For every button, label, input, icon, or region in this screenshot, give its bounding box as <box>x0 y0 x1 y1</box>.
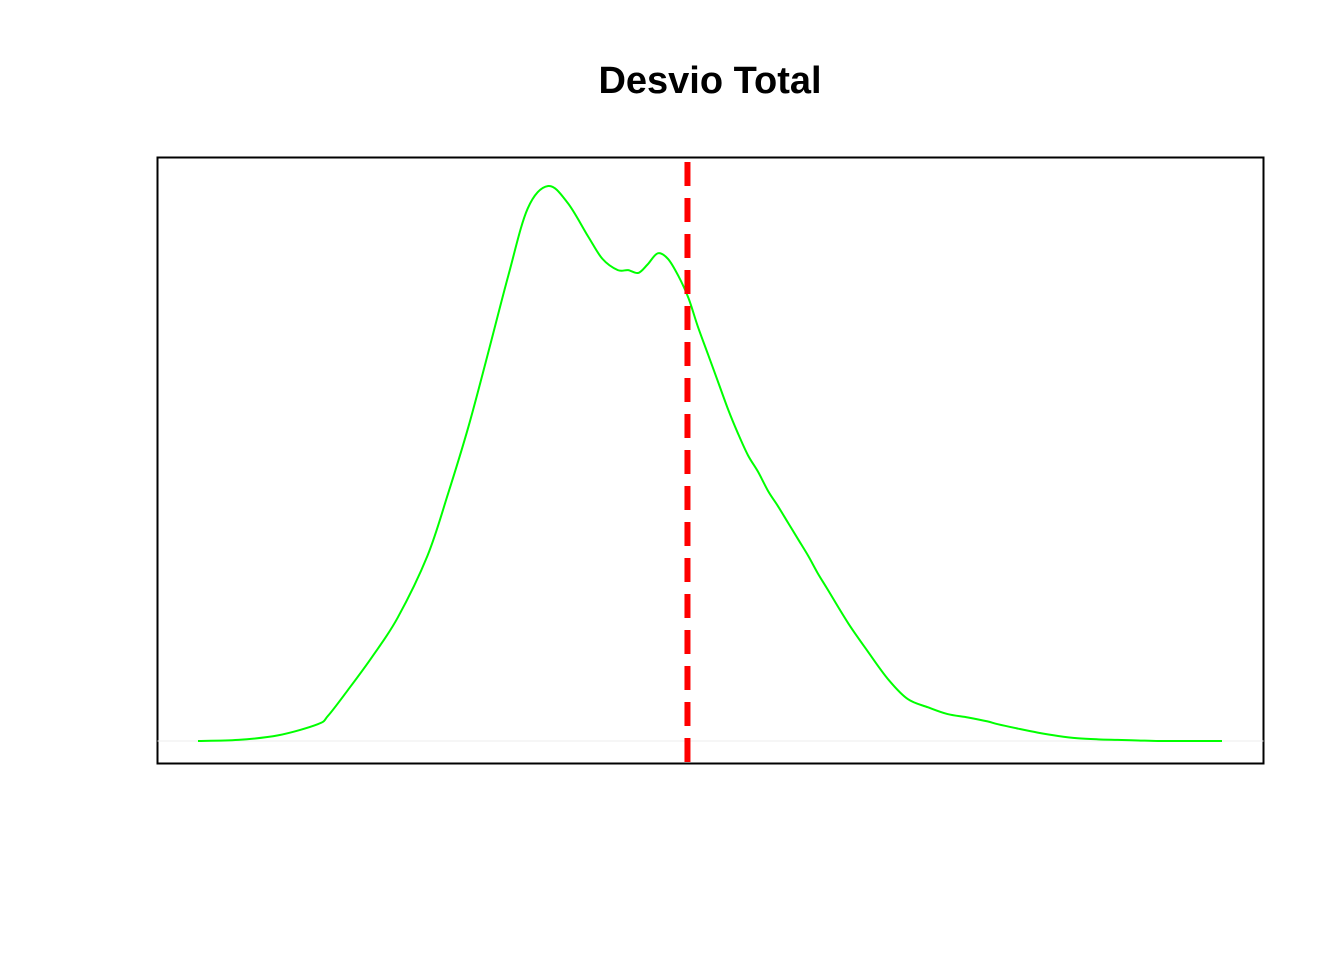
density-curve-0 <box>197 185 1222 743</box>
plot-frame <box>156 156 1265 765</box>
chart-title: Desvio Total <box>598 60 821 102</box>
series-layer <box>197 185 1222 743</box>
